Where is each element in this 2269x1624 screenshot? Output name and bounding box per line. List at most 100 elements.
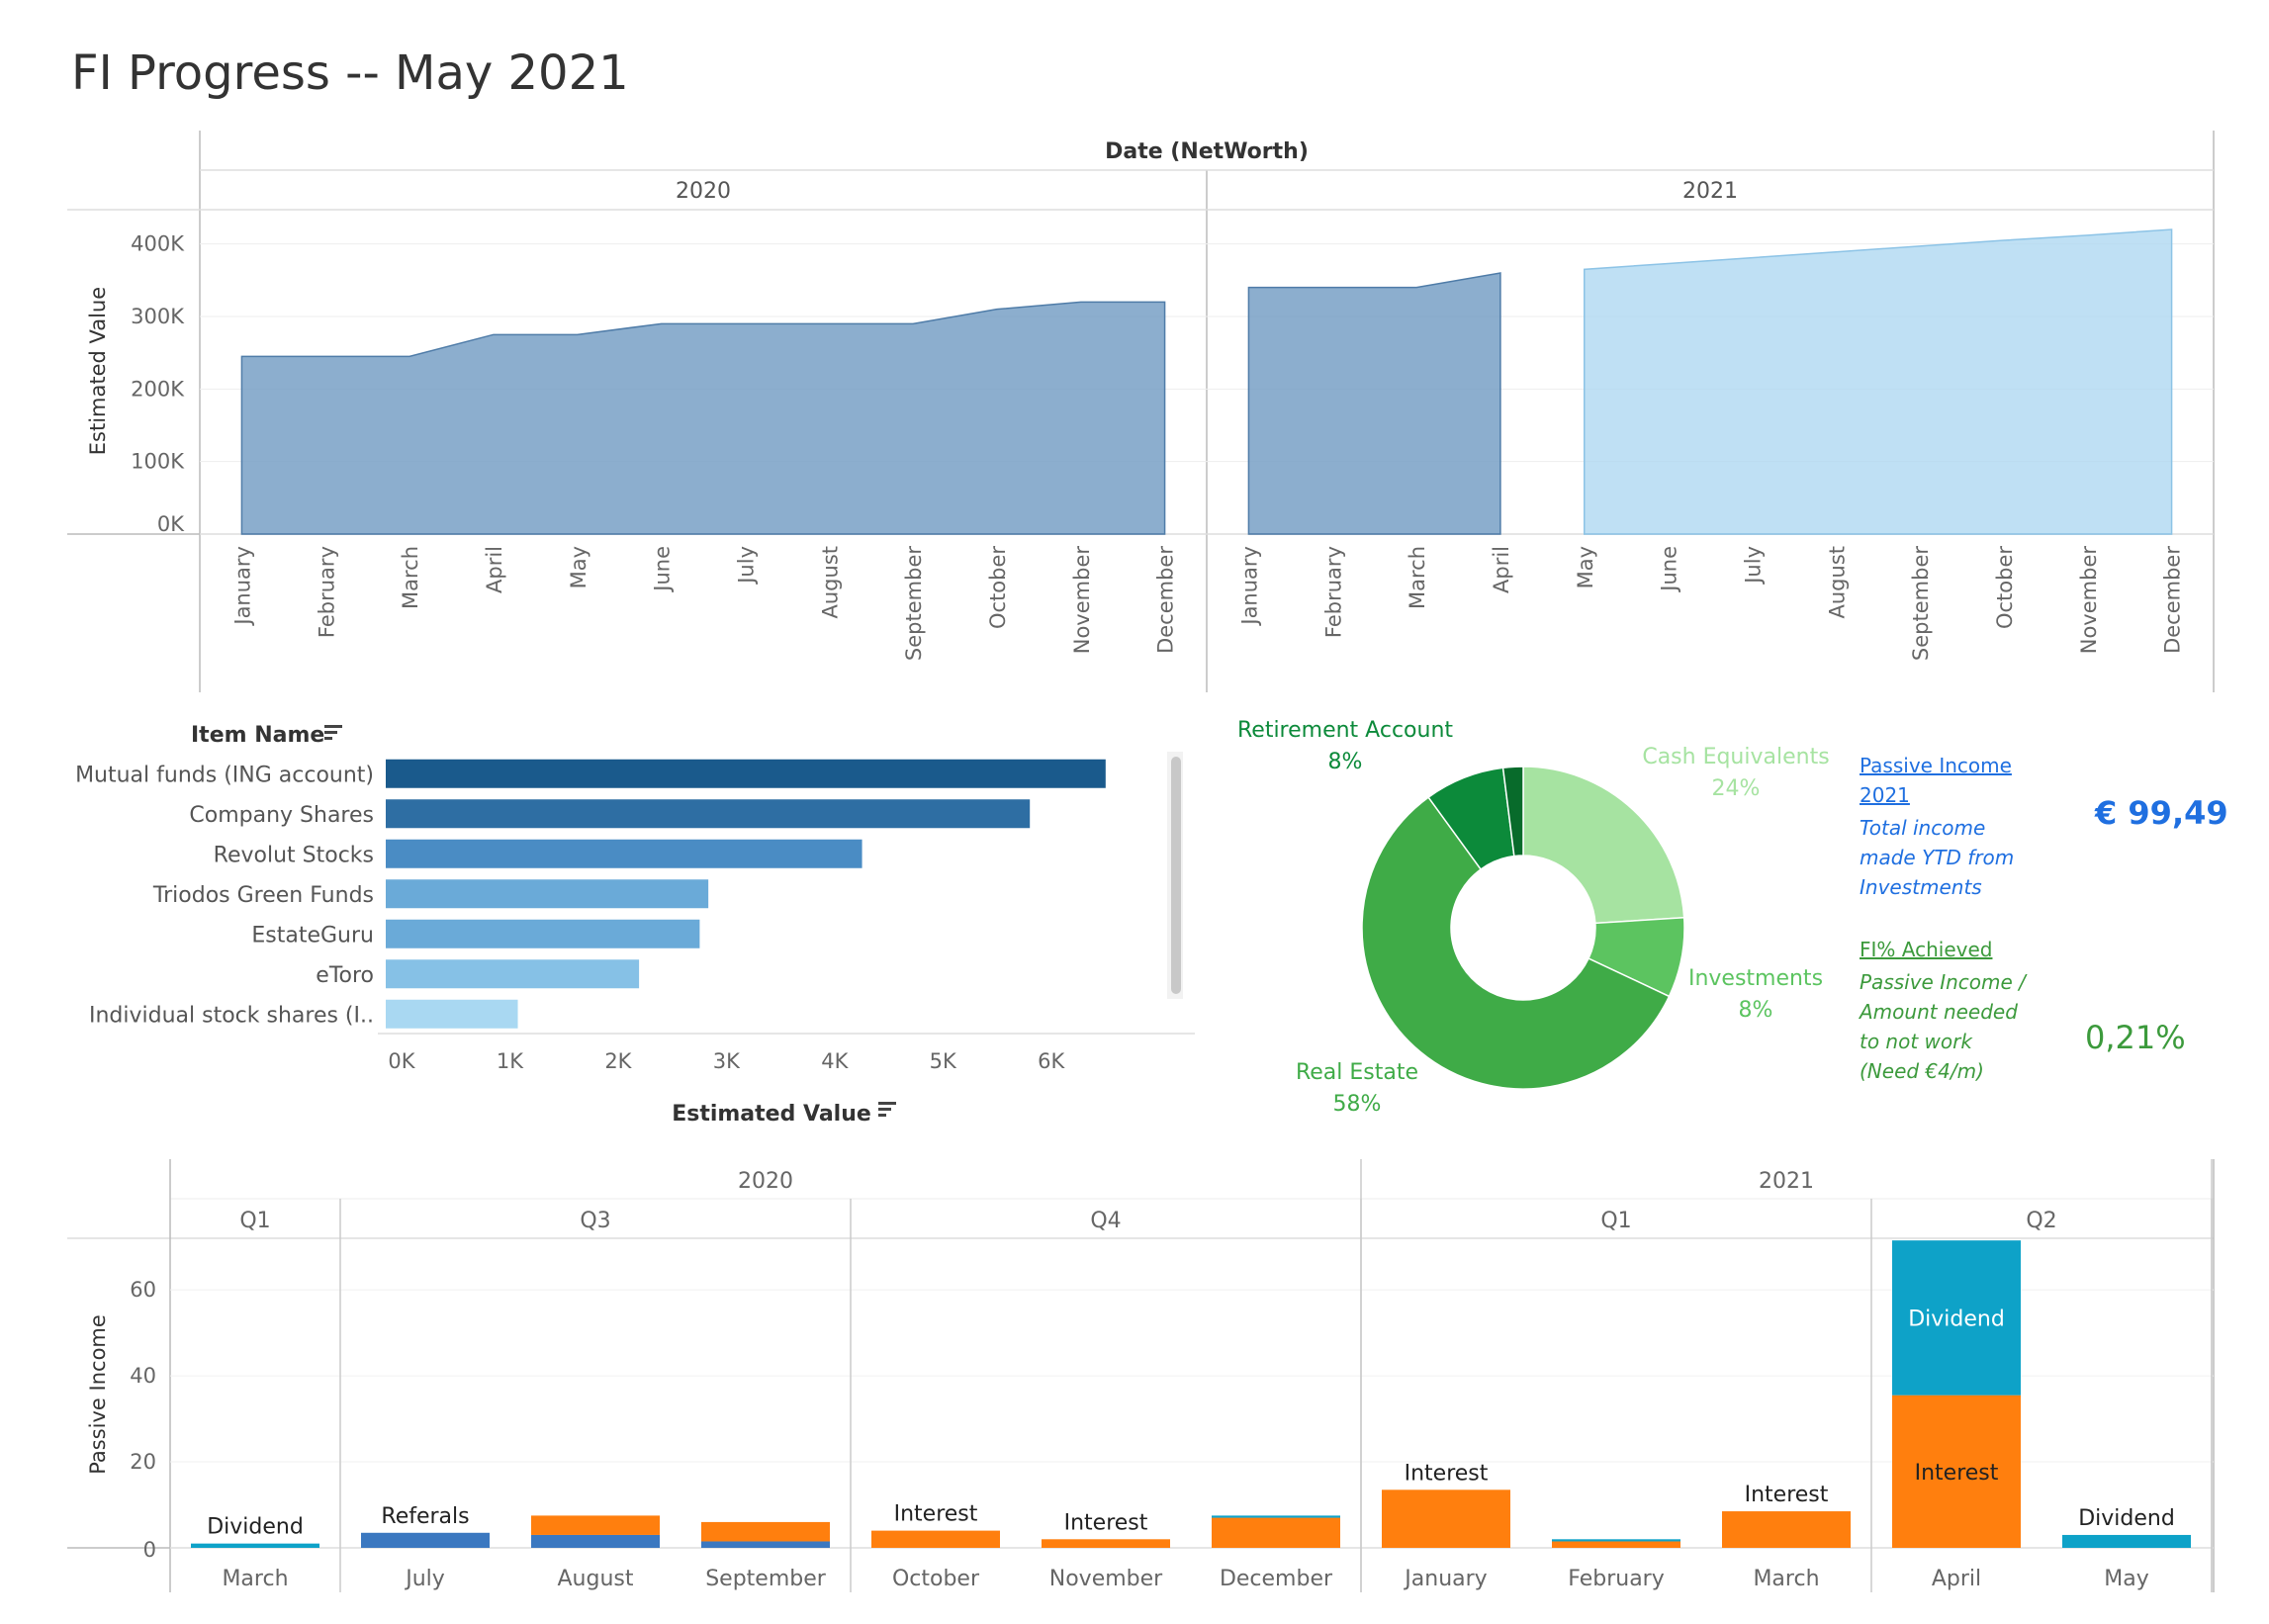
bar-category-label: Triodos Green Funds xyxy=(152,883,374,908)
item-bar xyxy=(386,999,518,1029)
y-tick-label: 0 xyxy=(143,1538,156,1562)
sort-icon xyxy=(878,1102,896,1105)
income-bar-segment xyxy=(1722,1511,1851,1548)
fi-achieved-kpi-title[interactable]: FI% Achieved xyxy=(1860,938,1992,961)
income-bar-label: Dividend xyxy=(2078,1506,2175,1531)
month-tick-label: March xyxy=(399,546,422,609)
month-tick-label: September xyxy=(1909,546,1933,661)
passive-income-title-line-2[interactable]: 2021 xyxy=(1860,783,1910,807)
networth-area-chart: Date (NetWorth) 0K 100K 200K 300K 400K Estimat… xyxy=(67,131,2215,692)
slice-label: Cash Equivalents xyxy=(1642,745,1829,769)
month-tick-label: July xyxy=(1741,546,1765,586)
month-tick-label: June xyxy=(651,546,675,593)
item-bar xyxy=(386,799,1031,829)
income-bar-segment xyxy=(1212,1517,1340,1548)
donut-slice xyxy=(1361,796,1671,1090)
fi-achieved-value: 0,21% xyxy=(2085,1019,2186,1056)
income-bar-segment xyxy=(701,1541,830,1548)
month-tick-label: November xyxy=(1070,546,1094,655)
month-tick-label: June xyxy=(1658,546,1681,593)
income-bar-segment xyxy=(701,1521,830,1542)
quarter-header: Q4 xyxy=(1090,1209,1121,1233)
month-tick-label: December xyxy=(1220,1567,1333,1591)
month-tick-label: October xyxy=(986,546,1010,629)
donut-slice xyxy=(1522,766,1685,925)
month-tick-label: August xyxy=(818,546,842,619)
sort-icon xyxy=(324,737,332,740)
month-tick-label: March xyxy=(1406,546,1429,609)
year-header: 2020 xyxy=(676,179,731,204)
slice-label: Investments xyxy=(1688,966,1823,991)
item-bar xyxy=(386,879,709,909)
y-tick-label: 200K xyxy=(131,377,185,401)
y-tick-label: 300K xyxy=(131,305,185,328)
month-tick-label: May xyxy=(567,546,590,588)
month-tick-label: April xyxy=(483,546,506,593)
x-tick-label: 3K xyxy=(713,1049,741,1073)
slice-label: Retirement Account xyxy=(1237,718,1453,743)
bar-category-label: Revolut Stocks xyxy=(214,843,374,867)
passive-income-value: € 99,49 xyxy=(2095,794,2228,832)
month-tick-label: November xyxy=(1049,1567,1163,1591)
income-bar-label: Interest xyxy=(1405,1461,1489,1486)
slice-percent: 24% xyxy=(1712,776,1761,801)
income-bar-segment xyxy=(2062,1534,2191,1548)
passive-income-kpi-desc: Total income made YTD from Investments xyxy=(1860,813,2014,902)
y-tick-label: 60 xyxy=(130,1278,156,1302)
x-tick-label: 6K xyxy=(1038,1049,1065,1073)
fi-achieved-kpi-desc: Passive Income / Amount needed to not wo… xyxy=(1860,967,2026,1086)
passive-income-desc-line: Total income xyxy=(1860,816,1986,840)
page-title: FI Progress -- May 2021 xyxy=(71,45,629,101)
fi-achieved-desc-line: Passive Income / xyxy=(1860,970,2026,994)
month-tick-label: July xyxy=(404,1567,445,1591)
income-bar-segment xyxy=(1382,1489,1510,1548)
sort-icon xyxy=(324,725,342,728)
income-bar-segment xyxy=(531,1515,660,1535)
month-tick-label: December xyxy=(1154,546,1178,654)
month-tick-label: October xyxy=(1993,546,2017,629)
sort-icon xyxy=(324,731,337,734)
month-tick-label: August xyxy=(558,1567,634,1591)
sort-icon xyxy=(878,1108,891,1111)
fi-achieved-desc-line: to not work xyxy=(1860,1030,1972,1053)
passive-income-desc-line: Investments xyxy=(1860,875,1982,899)
fi-achieved-title-line[interactable]: FI% Achieved xyxy=(1860,938,1993,961)
income-bar-segment xyxy=(871,1530,1000,1548)
income-bar-segment xyxy=(1042,1539,1170,1548)
slice-percent: 8% xyxy=(1328,750,1363,774)
income-bar-segment xyxy=(1892,1240,2021,1396)
passive-income-title-line-1[interactable]: Passive Income xyxy=(1860,754,2012,777)
income-bar-label: Interest xyxy=(894,1502,978,1527)
month-tick-label: January xyxy=(1237,546,1261,627)
x-axis-label: Estimated Value xyxy=(672,1102,871,1127)
scrollbar-thumb[interactable] xyxy=(1171,757,1181,994)
y-axis-label: Estimated Value xyxy=(86,287,110,455)
year-header: 2021 xyxy=(1682,179,1738,204)
income-bar-segment xyxy=(1892,1395,2021,1548)
slice-label: Real Estate xyxy=(1296,1060,1418,1085)
month-tick-label: January xyxy=(230,546,254,627)
month-tick-label: March xyxy=(222,1567,288,1591)
networth-area xyxy=(1247,272,1501,535)
y-tick-label: 0K xyxy=(157,512,185,536)
x-tick-label: 4K xyxy=(821,1049,849,1073)
bar-category-label: EstateGuru xyxy=(251,923,374,947)
date-header: Date (NetWorth) xyxy=(1105,139,1309,164)
x-tick-label: 0K xyxy=(388,1049,415,1073)
year-header: 2020 xyxy=(738,1169,793,1194)
year-header: 2021 xyxy=(1759,1169,1814,1194)
item-bar xyxy=(386,919,700,948)
item-bar xyxy=(386,759,1106,788)
fi-achieved-desc-line: (Need €4/m) xyxy=(1860,1059,1984,1083)
income-bar-segment xyxy=(361,1532,490,1548)
quarter-header: Q3 xyxy=(580,1209,610,1233)
month-tick-label: November xyxy=(2077,546,2101,655)
passive-income-kpi-title[interactable]: Passive Income 2021 xyxy=(1860,754,2012,807)
y-tick-label: 100K xyxy=(131,450,185,474)
sort-icon xyxy=(878,1114,886,1117)
bar-category-label: Mutual funds (ING account) xyxy=(75,763,374,787)
income-bar-label: Interest xyxy=(1915,1461,1999,1486)
income-bar-segment xyxy=(1552,1539,1680,1542)
